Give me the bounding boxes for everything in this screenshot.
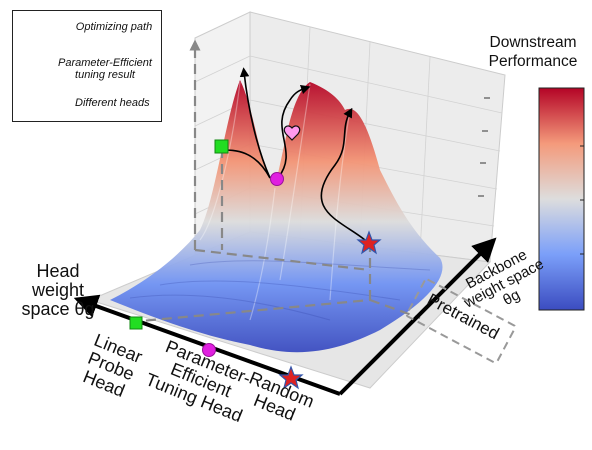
path-arrow-2 xyxy=(277,84,311,179)
axis-linear-probe-marker xyxy=(129,316,143,330)
colorbar xyxy=(538,87,585,311)
path-arrow-3 xyxy=(320,107,366,241)
random-head-star-icon xyxy=(356,230,382,255)
optimizing-paths xyxy=(221,67,366,241)
result-heart-icon xyxy=(283,125,301,141)
axis-random-head-star-icon xyxy=(278,365,304,390)
axis-peft-marker xyxy=(202,343,216,357)
linear-probe-marker xyxy=(214,139,229,154)
legend: Optimizing path Parameter-Efficient tuni… xyxy=(12,10,162,122)
dashed-guides xyxy=(129,39,421,324)
head-axis-label: Head weight space θg xyxy=(21,261,95,319)
legend-heads-label: Different heads xyxy=(75,97,150,109)
legend-result-label: Parameter-Efficient tuning result xyxy=(58,57,152,82)
colorbar-title: Downstream Performance xyxy=(488,34,578,70)
peft-marker xyxy=(270,172,284,186)
legend-path-label: Optimizing path xyxy=(75,21,153,33)
path-arrow-1 xyxy=(239,67,271,179)
pretrained-box-outline xyxy=(405,278,517,364)
